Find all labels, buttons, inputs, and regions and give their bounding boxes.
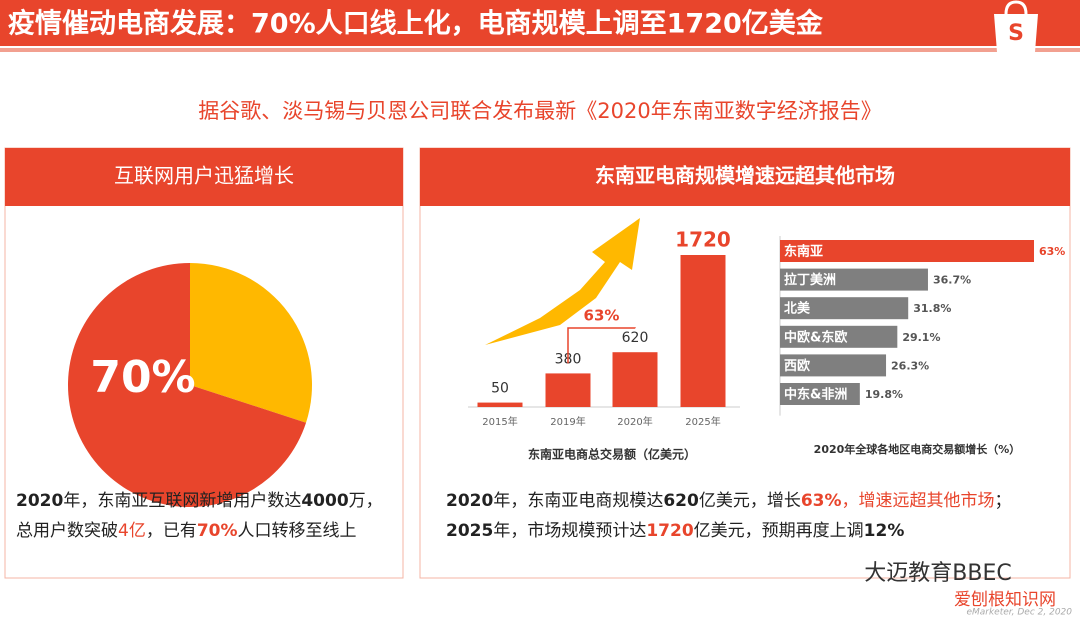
data-label: 63% xyxy=(1039,245,1065,258)
panel-title: 东南亚电商规模增速远超其他市场 xyxy=(595,164,895,188)
text-run: 620 xyxy=(663,491,699,511)
pie-slice xyxy=(68,263,307,507)
text-run: 亿美元，预期再度上调 xyxy=(693,521,864,541)
data-label: 29.1% xyxy=(902,331,940,344)
data-label: 31.8% xyxy=(913,302,951,315)
shop-icon: S xyxy=(994,0,1038,52)
text-run: 年，市场规模预计达 xyxy=(493,521,647,541)
bar xyxy=(780,325,898,348)
y-tick-label: 北美 xyxy=(784,301,811,317)
data-label: 26.3% xyxy=(891,359,929,372)
data-label: 50 xyxy=(491,381,509,397)
subtitle: 据谷歌、淡马锡与贝恩公司联合发布最新《2020年东南亚数字经济报告》 xyxy=(198,99,881,123)
svg-text:S: S xyxy=(1008,21,1024,46)
panel-title-band xyxy=(5,148,403,206)
text-run: 亿美元，增长 xyxy=(698,491,801,511)
header-rule xyxy=(0,48,1080,52)
chart-title: 2020年全球各地区电商交易额增长（%） xyxy=(814,442,1021,456)
data-label: 1720 xyxy=(675,228,731,252)
panel-title-band xyxy=(420,148,1070,206)
bar xyxy=(780,297,909,320)
data-label: 620 xyxy=(622,330,649,346)
x-tick-label: 2020年 xyxy=(617,415,652,428)
text-run: 万， xyxy=(348,491,383,511)
panel-title: 互联网用户迅猛增长 xyxy=(114,164,294,188)
text-run: 1720 xyxy=(646,521,694,541)
text-line: 2020年，东南亚互联网新增用户数达4000万， xyxy=(16,486,383,516)
paragraph: 2020年，东南亚互联网新增用户数达4000万， 总用户数突破4亿，已有70%人口… xyxy=(16,486,383,546)
annotation: 63% xyxy=(584,307,620,325)
text-run: ，增速远超其他市场 xyxy=(841,491,995,511)
text-run: 2020 xyxy=(446,491,494,511)
data-label: 70% xyxy=(90,352,195,403)
text-run: 2025 xyxy=(446,521,494,541)
header-title: 疫情催动电商发展：70%人口线上化，电商规模上调至1720亿美金 xyxy=(8,8,824,40)
text-run: 12% xyxy=(863,521,905,541)
text-run: 70% xyxy=(196,521,238,541)
y-tick-label: 东南亚 xyxy=(784,244,823,260)
y-tick-label: 中东&非洲 xyxy=(784,387,847,403)
bar xyxy=(612,352,658,407)
text-line: 总用户数突破4亿，已有70%人口转移至线上 xyxy=(16,516,383,546)
bar xyxy=(545,373,591,407)
pie-slice xyxy=(190,263,312,423)
text-line: 2025年，市场规模预计达1720亿美元，预期再度上调12% xyxy=(446,516,1012,546)
paragraph: 2020年，东南亚电商规模达620亿美元，增长63%，增速远超其他市场； 2025… xyxy=(446,486,1012,546)
x-tick-label: 2019年 xyxy=(550,415,585,428)
bar xyxy=(680,255,726,407)
bar xyxy=(780,383,860,405)
watermark-site: 爱刨根知识网 xyxy=(954,590,1056,610)
x-axis-label: 东南亚电商总交易额（亿美元） xyxy=(528,447,696,462)
text-line: 2020年，东南亚电商规模达620亿美元，增长63%，增速远超其他市场； xyxy=(446,486,1012,516)
text-run: 63% xyxy=(800,491,842,511)
y-tick-label: 中欧&东欧 xyxy=(784,329,847,345)
bar xyxy=(477,402,523,407)
text-run: 总用户数突破 xyxy=(16,521,118,541)
text-run: 4000 xyxy=(301,491,349,511)
header-band xyxy=(0,0,1080,46)
y-tick-label: 拉丁美洲 xyxy=(784,272,836,288)
bar xyxy=(780,240,1034,262)
text-run: ，已有 xyxy=(145,521,197,541)
text-run: 人口转移至线上 xyxy=(237,521,357,541)
text-run: 4亿 xyxy=(118,521,146,541)
source-note: eMarketer, Dec 2, 2020 xyxy=(966,608,1072,618)
growth-arrow xyxy=(485,218,640,345)
y-tick-label: 西欧 xyxy=(784,358,810,374)
watermark-brand: 大迈教育BBEC xyxy=(864,561,1011,586)
bar xyxy=(780,354,887,377)
bar xyxy=(780,268,928,291)
data-label: 19.8% xyxy=(865,388,903,401)
text-run: ； xyxy=(994,491,1012,511)
text-run: 年，东南亚电商规模达 xyxy=(493,491,664,511)
x-tick-label: 2015年 xyxy=(482,415,517,428)
x-tick-label: 2025年 xyxy=(685,415,720,428)
text-run: 年，东南亚互联网新增用户数达 xyxy=(63,491,302,511)
text-run: 2020 xyxy=(16,491,64,511)
annotation-bracket xyxy=(567,327,636,364)
data-label: 36.7% xyxy=(933,274,971,287)
